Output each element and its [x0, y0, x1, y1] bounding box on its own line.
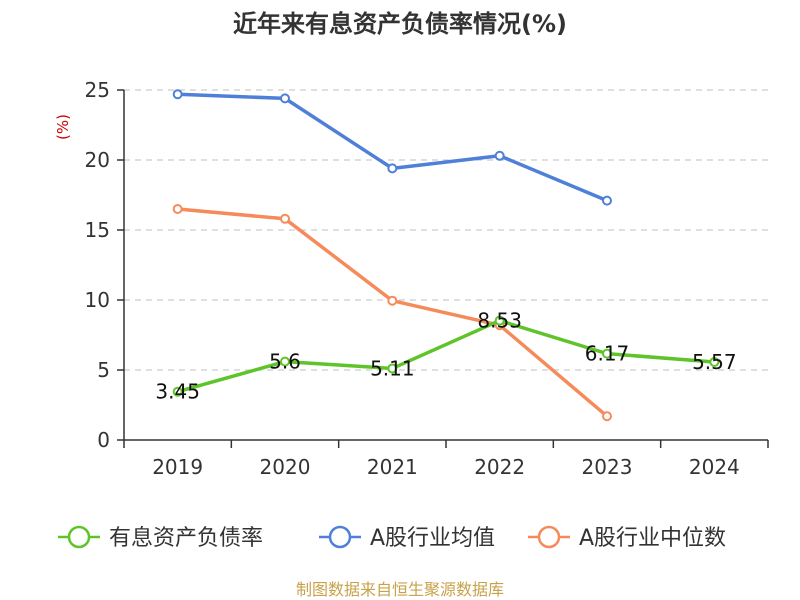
data-label: 6.17: [585, 342, 630, 366]
data-point[interactable]: [172, 386, 183, 397]
legend-item[interactable]: A股行业均值: [319, 525, 495, 551]
data-point[interactable]: [172, 204, 183, 214]
data-label: 5.6: [269, 350, 301, 374]
y-tick-label: 25: [85, 78, 110, 102]
legend-swatch-marker: [537, 525, 561, 549]
x-tick-label: 2022: [474, 455, 525, 479]
data-point[interactable]: [494, 150, 505, 161]
axes: 0 5 10 15 20 25 2019 2020 2021 2022 2023 2024: [85, 78, 769, 479]
legend-label: 有息资产负债率: [109, 526, 263, 551]
data-labels: 3.45 5.6 5.11 8.53 6.17 5.57: [155, 309, 736, 404]
series-line: [175, 92, 609, 203]
data-point[interactable]: [280, 356, 290, 367]
grid-lines: [124, 89, 768, 371]
series-line: [175, 207, 609, 418]
legend-label: A股行业均值: [370, 526, 495, 551]
y-tick-label: 20: [85, 148, 110, 172]
series-line: [175, 318, 717, 394]
data-point[interactable]: [387, 295, 398, 306]
x-tick-label: 2020: [260, 455, 311, 479]
data-label: 8.53: [477, 309, 522, 333]
data-point[interactable]: [387, 363, 398, 374]
data-label: 5.57: [692, 350, 737, 374]
data-point[interactable]: [280, 213, 290, 224]
legend[interactable]: 有息资产负债率 A股行业均值 A股行业中位数: [58, 525, 726, 551]
data-point[interactable]: [172, 89, 183, 100]
legend-item[interactable]: A股行业中位数: [528, 525, 726, 551]
data-label: 5.11: [370, 356, 415, 380]
x-tick-label: 2019: [152, 455, 203, 479]
data-label: 3.45: [155, 380, 200, 404]
y-axis-unit: (%): [54, 114, 72, 140]
y-tick-label: 10: [85, 288, 110, 312]
legend-label: A股行业中位数: [579, 526, 726, 551]
chart-title: 近年来有息资产负债率情况(%): [233, 10, 567, 38]
data-point[interactable]: [602, 195, 612, 206]
legend-item[interactable]: 有息资产负债率: [58, 525, 263, 551]
data-point[interactable]: [602, 411, 612, 422]
x-tick-label: 2024: [689, 455, 740, 479]
legend-swatch-marker: [67, 525, 91, 549]
source-note: 制图数据来自恒生聚源数据库: [296, 580, 504, 599]
y-tick-label: 15: [85, 218, 110, 242]
data-point[interactable]: [709, 357, 720, 368]
data-point[interactable]: [494, 315, 505, 326]
legend-swatch-marker: [328, 525, 352, 549]
series-lines: [172, 89, 720, 422]
data-point[interactable]: [387, 163, 398, 174]
x-tick-label: 2021: [367, 455, 418, 479]
y-tick-label: 5: [97, 358, 110, 382]
data-point[interactable]: [602, 348, 612, 359]
data-point[interactable]: [280, 93, 290, 104]
y-tick-label: 0: [97, 428, 110, 452]
x-tick-label: 2023: [582, 455, 633, 479]
